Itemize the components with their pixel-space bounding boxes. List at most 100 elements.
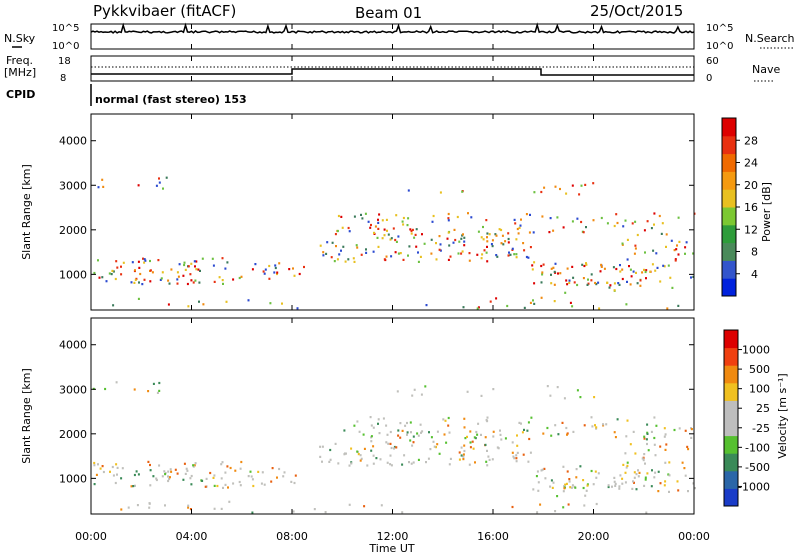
echo-cell [515, 238, 518, 241]
echo-cell [559, 272, 562, 275]
echo-cell [167, 279, 170, 282]
echo-cell [120, 508, 123, 511]
echo-cell [147, 460, 150, 463]
echo-cell [389, 238, 392, 241]
echo-cell [456, 215, 459, 219]
echo-cell [684, 474, 687, 477]
echo-cell [134, 484, 136, 487]
echo-cell [446, 237, 449, 240]
echo-cell [468, 252, 471, 255]
echo-cell [322, 254, 325, 257]
echo-cell [149, 259, 151, 263]
echo-cell [417, 260, 420, 263]
echo-cell [645, 511, 648, 514]
x-tick-label: 04:00 [176, 530, 208, 543]
echo-cell [635, 488, 638, 491]
echo-cell [491, 239, 494, 242]
power-panel [90, 113, 695, 311]
echo-cell [511, 247, 514, 250]
echo-cell [540, 190, 543, 194]
echo-cell [573, 281, 576, 284]
echo-cell [670, 239, 673, 242]
echo-cell [158, 464, 161, 467]
echo-cell [637, 475, 640, 478]
colorbar-swatch [722, 278, 736, 297]
echo-cell [687, 448, 690, 451]
echo-cell [677, 216, 680, 219]
echo-cell [469, 441, 472, 444]
echo-cell [594, 424, 596, 427]
echo-cell [370, 449, 373, 452]
echo-cell [664, 480, 667, 483]
echo-cell [533, 302, 536, 305]
echo-cell [621, 242, 624, 245]
echo-cell [387, 233, 390, 236]
echo-cell [392, 227, 395, 230]
echo-cell [626, 419, 629, 422]
echo-cell [399, 422, 402, 425]
echo-cell [574, 486, 577, 489]
echo-cell [439, 191, 442, 194]
echo-cell [541, 271, 544, 274]
echo-cell [222, 486, 224, 489]
echo-cell [582, 479, 585, 482]
echo-cell [466, 390, 469, 393]
echo-cell [412, 435, 415, 438]
echo-cell [619, 474, 622, 477]
velocity-panel [90, 317, 695, 515]
echo-cell [531, 264, 534, 267]
echo-cell [694, 487, 696, 490]
echo-cell [149, 463, 151, 467]
echo-cell [112, 304, 115, 307]
echo-cell [486, 464, 489, 467]
echo-cell [614, 436, 617, 439]
echo-cell [635, 473, 638, 476]
echo-cell [668, 461, 671, 464]
echo-cell [556, 216, 559, 219]
echo-cell [264, 268, 267, 271]
echo-cell [377, 227, 380, 230]
echo-cell [483, 249, 486, 252]
echo-cell [112, 474, 115, 477]
echo-cell [549, 217, 552, 220]
echo-cell [678, 427, 681, 430]
colorbar-tick-label: 100 [749, 383, 770, 396]
echo-cell [416, 432, 419, 435]
echo-cell [176, 282, 179, 285]
echo-cell [406, 421, 408, 425]
echo-cell [99, 467, 102, 470]
echo-cell [158, 381, 161, 385]
echo-cell [432, 440, 435, 443]
echo-cell [592, 483, 595, 486]
echo-cell [644, 270, 647, 274]
echo-cell [120, 477, 123, 480]
colorbar-swatch [722, 153, 736, 172]
echo-cell [607, 484, 610, 487]
echo-cell [394, 251, 397, 254]
y-tick-label: 2000 [59, 428, 87, 441]
echo-cell [273, 271, 276, 274]
nsearch-tick-bottom: 10^0 [706, 41, 733, 52]
echo-cell [182, 274, 185, 277]
echo-cell [319, 244, 322, 247]
echo-cell [624, 452, 627, 455]
echo-cell [586, 483, 589, 486]
echo-cell [431, 220, 434, 223]
echo-cell [93, 483, 96, 486]
echo-cell [194, 265, 196, 268]
echo-cell [480, 433, 482, 436]
echo-cell [486, 240, 489, 243]
echo-cell [382, 417, 385, 420]
echo-cell [639, 284, 642, 287]
freq-tick-top: 18 [58, 56, 71, 67]
echo-cell [389, 442, 392, 445]
echo-cell [556, 386, 559, 389]
echo-cell [376, 236, 379, 239]
echo-cell [420, 393, 423, 396]
echo-cell [347, 258, 350, 261]
y-tick-label: 2000 [59, 224, 87, 237]
echo-cell [438, 235, 441, 238]
echo-cell [411, 394, 414, 397]
echo-cell [507, 232, 510, 235]
echo-cell [358, 430, 361, 433]
